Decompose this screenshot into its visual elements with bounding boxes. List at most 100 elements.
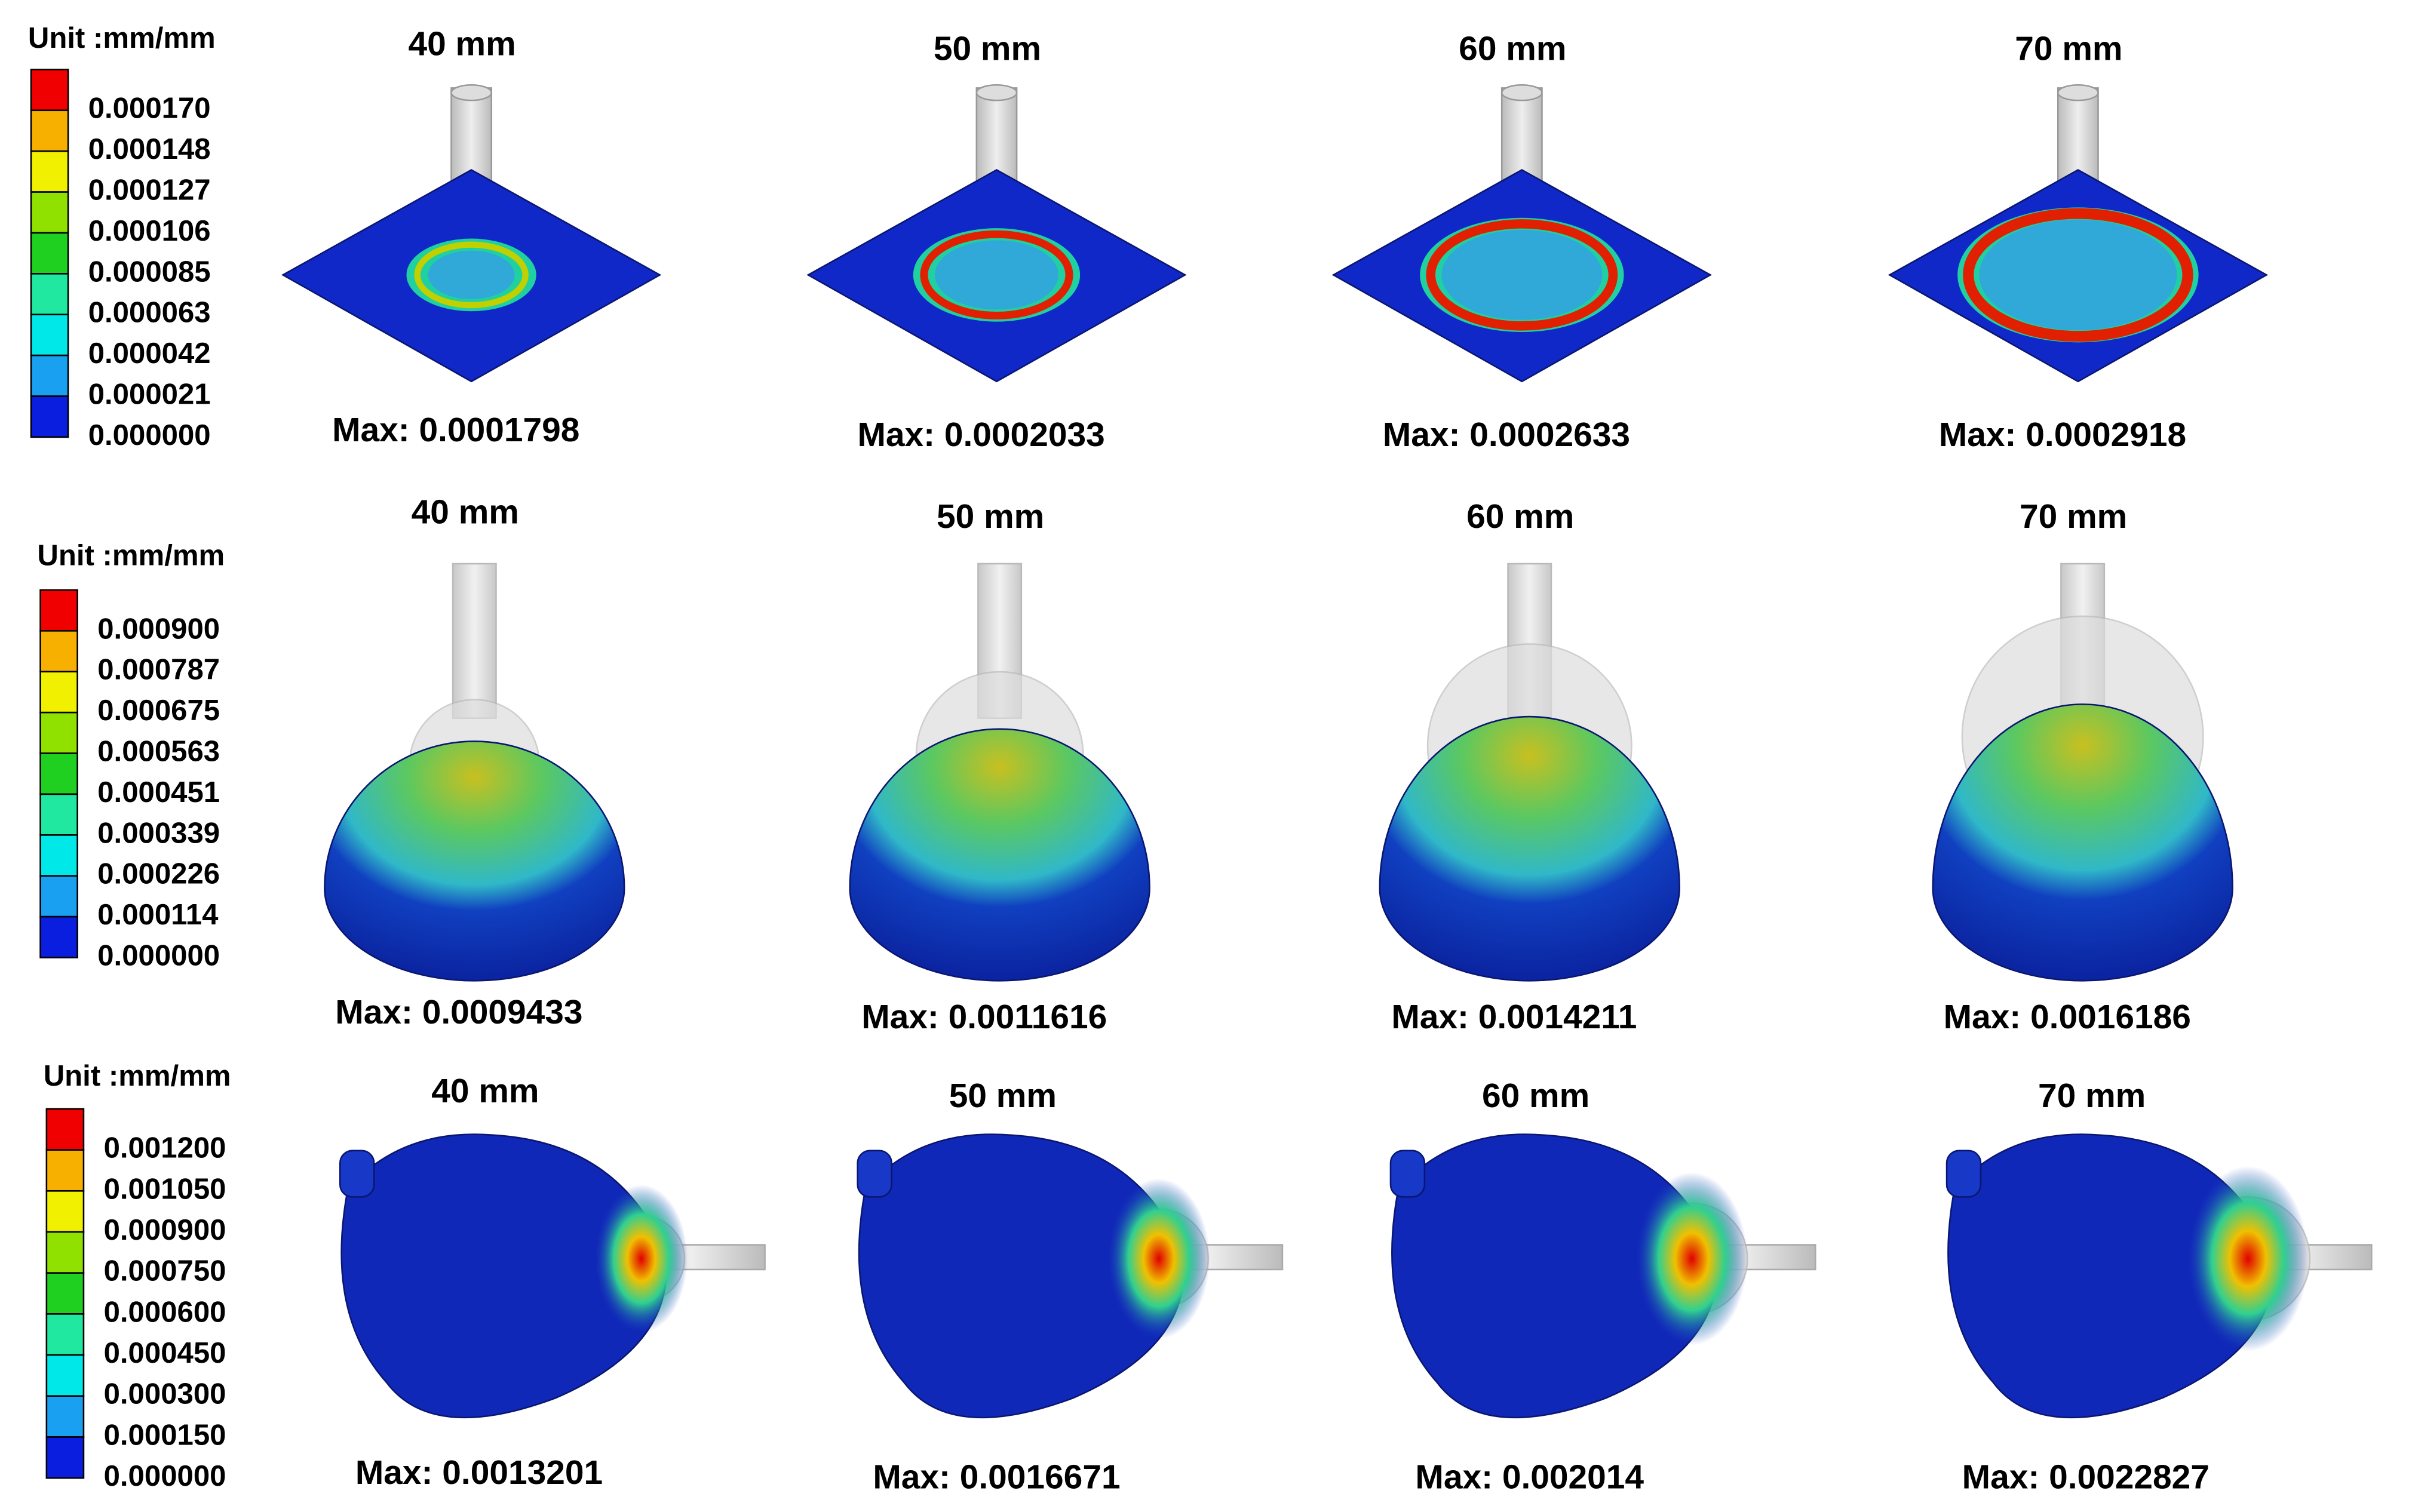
panel-max: Max: 0.0022827 (1962, 1458, 2210, 1496)
legend-swatch (45, 1108, 85, 1151)
legend-swatch (30, 69, 69, 112)
legend-label: 0.000900 (104, 1214, 226, 1246)
legend-swatch (39, 711, 78, 754)
legend-swatch (39, 630, 78, 673)
legend-label: 0.001050 (104, 1173, 226, 1205)
panel-title: 70 mm (2015, 29, 2122, 67)
panel-max: Max: 0.002014 (1415, 1458, 1644, 1496)
legend-label: 0.000451 (97, 776, 220, 809)
legend-swatch (39, 834, 78, 877)
legend-swatch (30, 109, 69, 152)
stem (975, 87, 1018, 182)
ring-hot (920, 230, 1073, 319)
panel-title: 50 mm (934, 29, 1041, 67)
legend-label: 0.000339 (97, 817, 220, 849)
panel-max: Max: 0.0014211 (1391, 998, 1637, 1036)
panel-max: Max: 0.0002918 (1939, 416, 2186, 454)
legend-swatch (45, 1190, 85, 1233)
hotspot (595, 1184, 688, 1333)
panel-max: Max: 0.0016186 (1944, 998, 2191, 1036)
legend-label: 0.000000 (104, 1460, 226, 1492)
stem (450, 87, 493, 182)
legend-swatch (45, 1436, 85, 1479)
panel-max: Max: 0.0002633 (1383, 416, 1630, 454)
hemisphere (324, 740, 625, 982)
legend-label: 0.000000 (88, 419, 211, 451)
legend-label: 0.001200 (104, 1132, 226, 1164)
legend-label: 0.000563 (97, 736, 220, 768)
legend-label: 0.000450 (104, 1337, 226, 1369)
ring-inner (1441, 230, 1603, 320)
ring-hot (1963, 208, 2193, 342)
legend-swatch (39, 752, 78, 795)
legend-swatch (30, 232, 69, 275)
legend-swatch (45, 1395, 85, 1438)
legend-swatch (45, 1272, 85, 1315)
panel-max: Max: 0.0016671 (873, 1458, 1120, 1496)
legend-swatch (45, 1231, 85, 1274)
legend-unit: Unit :mm/mm (44, 1060, 231, 1092)
panel-title: 70 mm (2038, 1077, 2146, 1115)
hemisphere (849, 728, 1150, 982)
panel-max: Max: 0.0013201 (355, 1453, 603, 1492)
ring-inner (428, 250, 515, 299)
panel-max: Max: 0.0009433 (335, 993, 582, 1031)
stem-top (1500, 84, 1543, 102)
hotspot (2187, 1166, 2309, 1352)
legend-label: 0.000150 (104, 1419, 226, 1451)
hotspot (1636, 1172, 1748, 1345)
legend-swatch (30, 150, 69, 193)
legend-label: 0.000226 (97, 858, 220, 890)
legend-swatch (39, 793, 78, 836)
panel-max: Max: 0.0011616 (861, 998, 1107, 1036)
legend-label: 0.000787 (97, 654, 220, 686)
panel-max: Max: 0.0001798 (332, 411, 579, 449)
legend-label: 0.000900 (97, 613, 220, 645)
legend-unit: Unit :mm/mm (37, 540, 225, 572)
ear (339, 1150, 375, 1198)
stem (2057, 87, 2099, 182)
panel-title: 50 mm (937, 497, 1044, 536)
legend-swatch (39, 915, 78, 958)
legend-label: 0.000085 (88, 256, 211, 288)
hotspot (1107, 1178, 1210, 1339)
legend-swatch (39, 589, 78, 632)
ring-inner (1979, 219, 2177, 331)
legend-label: 0.000170 (88, 93, 211, 125)
legend-label: 0.000042 (88, 337, 211, 370)
legend-swatch (39, 671, 78, 714)
legend-swatch (30, 395, 69, 438)
ring-hot (1426, 219, 1618, 331)
panel-title: 40 mm (412, 493, 519, 531)
stem-top (450, 84, 493, 102)
legend-label: 0.000114 (97, 899, 219, 931)
stem (452, 563, 497, 719)
legend-label: 0.000600 (104, 1296, 226, 1328)
legend-swatch (30, 314, 69, 357)
panel-title: 60 mm (1466, 497, 1574, 536)
legend-label: 0.000000 (97, 939, 220, 972)
hemisphere (1932, 703, 2233, 982)
legend-label: 0.000750 (104, 1255, 226, 1287)
panel-title: 40 mm (408, 25, 515, 63)
legend-swatch (45, 1354, 85, 1397)
panel-title: 60 mm (1459, 29, 1566, 67)
ring-inner (935, 240, 1058, 310)
panel-max: Max: 0.0002033 (857, 416, 1104, 454)
legend-label: 0.000021 (88, 379, 211, 411)
panel-title: 60 mm (1482, 1077, 1589, 1115)
legend-label: 0.000148 (88, 133, 211, 165)
legend-swatch (30, 273, 69, 316)
hemisphere (1379, 715, 1680, 982)
legend-unit: Unit :mm/mm (28, 22, 216, 54)
legend-swatch (30, 191, 69, 234)
legend-label: 0.000300 (104, 1378, 226, 1410)
ear (1389, 1150, 1426, 1198)
panel-title: 40 mm (431, 1072, 539, 1110)
stem-top (975, 84, 1018, 102)
legend-label: 0.000127 (88, 174, 211, 207)
head (340, 1133, 667, 1419)
stem (1500, 87, 1543, 182)
